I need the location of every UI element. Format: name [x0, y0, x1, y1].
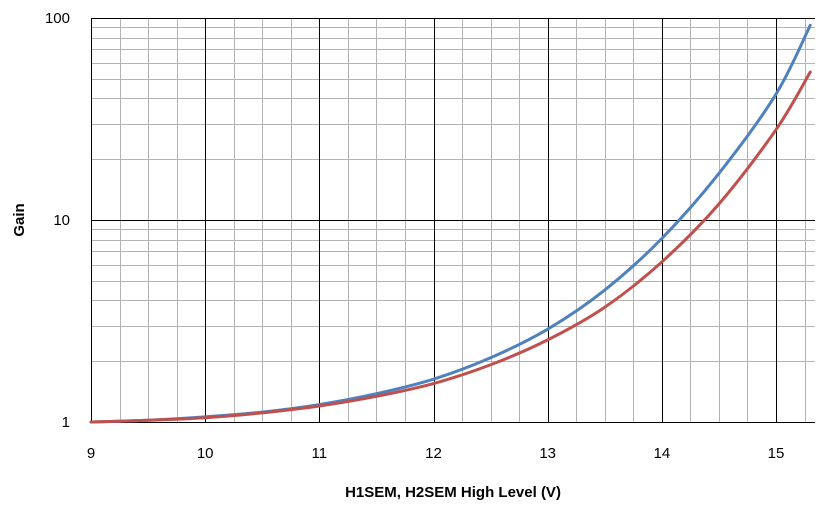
x-axis-title: H1SEM, H2SEM High Level (V): [345, 484, 561, 501]
x-tick-labels: 9 10 11 12 13 14 15: [87, 445, 785, 462]
x-tick-label: 12: [425, 445, 442, 462]
grid: [91, 18, 815, 423]
x-tick-label: 13: [539, 445, 556, 462]
series-line-2: [89, 70, 812, 424]
x-tick-label: 15: [768, 445, 785, 462]
y-axis-title: Gain: [11, 203, 28, 236]
y-tick-label: 10: [53, 212, 70, 229]
x-tick-label: 11: [312, 445, 328, 462]
y-tick-label: 1: [62, 414, 70, 431]
series-group: [89, 23, 812, 424]
y-tick-labels: 1 10 100: [45, 10, 70, 431]
x-tick-label: 10: [197, 445, 214, 462]
x-tick-label: 9: [87, 445, 95, 462]
y-tick-label: 100: [45, 10, 70, 27]
x-tick-label: 14: [653, 445, 670, 462]
